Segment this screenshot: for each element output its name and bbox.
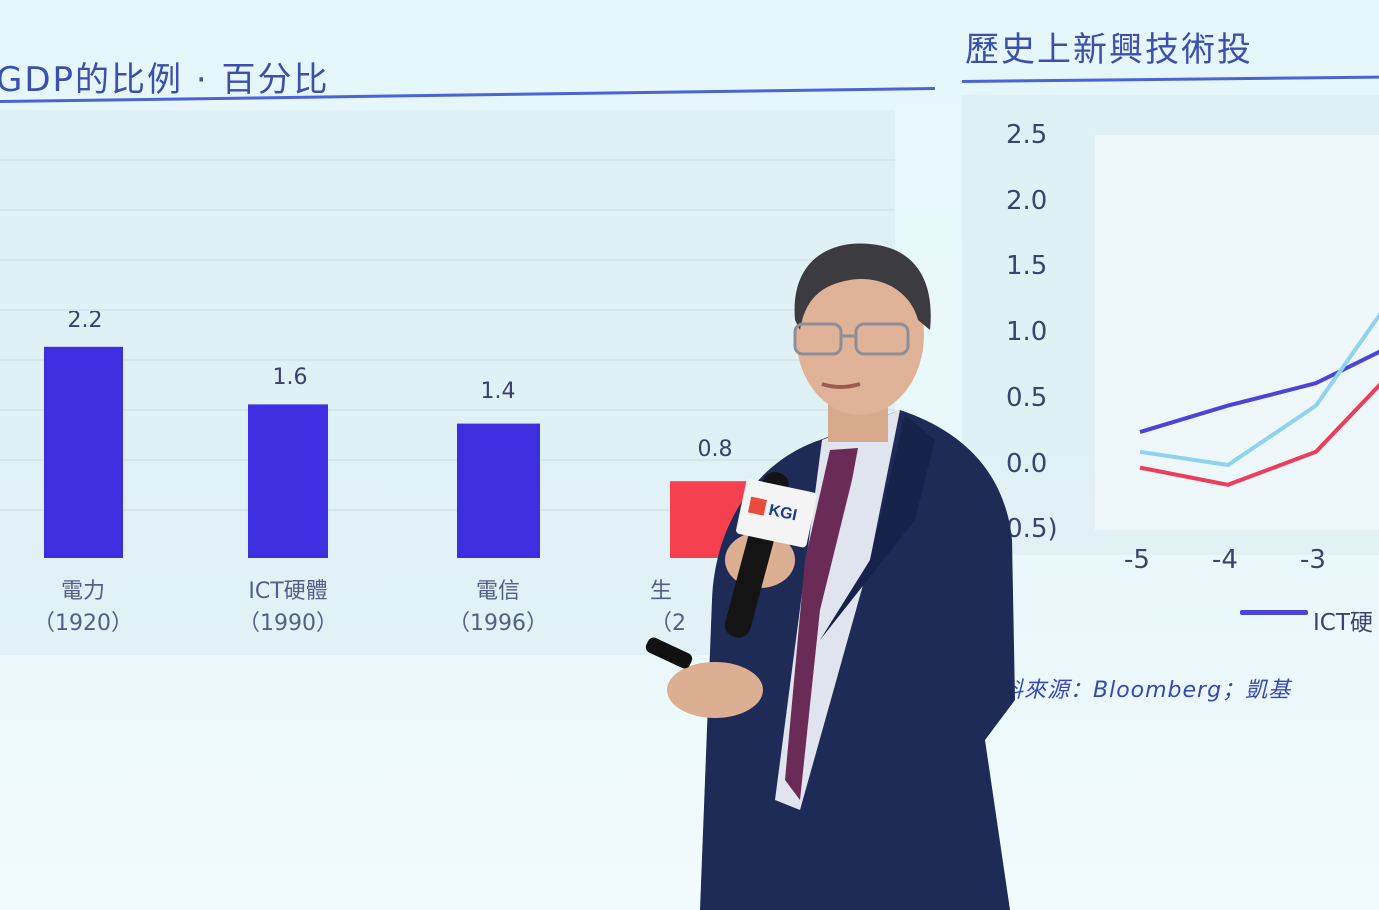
category-name: 電力: [60, 579, 105, 604]
category-year: （1920）: [33, 611, 133, 636]
bar-category: ICT硬體 （1990）: [198, 576, 378, 640]
y-tick: 1.0: [1006, 317, 1048, 347]
x-tick: -4: [1212, 545, 1238, 575]
lapel: [820, 415, 935, 640]
category-name: 電信: [475, 579, 520, 604]
category-year: （2: [650, 611, 686, 636]
right-chart-title: 歷史上新興技術投: [965, 30, 1253, 70]
bar-value-label: 0.8: [697, 437, 733, 462]
legend-label: ICT硬: [1313, 610, 1373, 636]
microphone-flag: KGI: [736, 479, 817, 548]
line-series-1: [1139, 312, 1379, 468]
head: [796, 255, 924, 415]
line-series-0: [1139, 349, 1379, 434]
mouth: [821, 382, 861, 389]
source-note: 資料來源：Bloomberg；凱基: [978, 678, 1292, 703]
category-year: （1990）: [238, 611, 338, 636]
bar-value-label: 2.2: [67, 308, 103, 333]
bar-電力: [44, 346, 123, 558]
right-hand: [667, 662, 763, 718]
bar-category: 電力 （1920）: [0, 576, 173, 640]
clicker: [645, 637, 693, 669]
category-year: （1996）: [448, 611, 548, 636]
bar-category: 生 （2: [620, 576, 740, 640]
kgi-logo-text: KGI: [767, 502, 798, 525]
y-tick: 2.5: [1006, 120, 1048, 150]
bar-ICT硬體: [248, 404, 328, 558]
y-tick: 2.0: [1006, 186, 1048, 216]
bar-category: 電信 （1996）: [408, 576, 588, 640]
left-chart-title: GDP的比例 · 百分比: [0, 60, 330, 100]
y-tick: 0.5: [1006, 383, 1048, 413]
legend-swatch: [1240, 610, 1308, 615]
x-tick: -5: [1124, 545, 1150, 575]
bar-電信: [457, 423, 540, 558]
y-tick: 0.0: [1006, 449, 1048, 479]
x-tick: -3: [1300, 545, 1326, 575]
y-tick: 1.5: [1006, 251, 1048, 281]
category-name: 生: [650, 579, 673, 604]
category-name: ICT硬體: [248, 579, 328, 604]
bar-value-label: 1.6: [272, 365, 308, 390]
plot-area: [1095, 135, 1379, 530]
hair: [794, 243, 931, 330]
tie: [785, 448, 858, 800]
line-series-2: [1139, 382, 1379, 487]
glasses-icon: [793, 322, 910, 356]
bar-value-label: 1.4: [480, 379, 516, 404]
